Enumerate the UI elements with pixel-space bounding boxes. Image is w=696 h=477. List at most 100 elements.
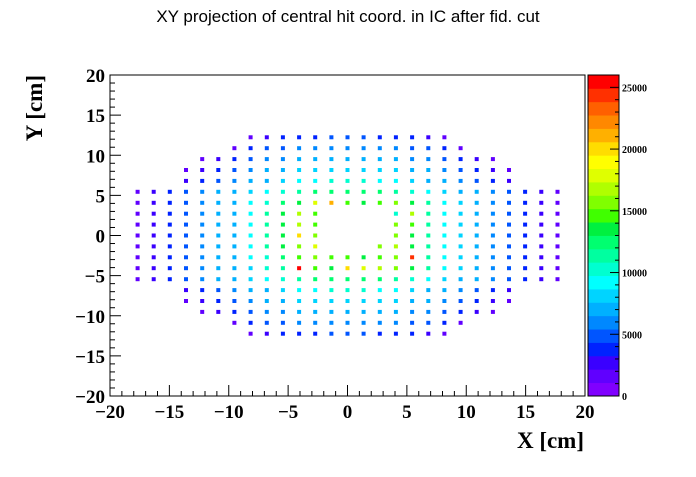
heatmap-cell xyxy=(442,244,447,249)
heatmap-cell xyxy=(442,222,447,227)
heatmap-cell xyxy=(232,146,237,151)
heatmap-cell xyxy=(474,277,479,282)
heatmap-cell xyxy=(216,157,221,162)
heatmap-cell xyxy=(216,266,221,271)
heatmap-cell xyxy=(555,277,560,282)
heatmap-cell xyxy=(264,200,269,205)
heatmap-cell xyxy=(361,178,366,183)
heatmap-cell xyxy=(426,244,431,249)
heatmap-cell xyxy=(393,211,398,216)
heatmap-cell xyxy=(313,299,318,303)
heatmap-cell xyxy=(232,211,237,216)
heatmap-cell xyxy=(393,222,398,227)
heatmap-cell xyxy=(458,266,463,271)
heatmap-cell xyxy=(264,266,269,271)
heatmap-cell xyxy=(264,331,269,336)
heatmap-cell xyxy=(361,168,366,172)
heatmap-cell xyxy=(539,200,544,205)
heatmap-cell xyxy=(200,189,205,194)
heatmap-cell xyxy=(345,288,350,293)
heatmap-cell xyxy=(232,200,237,205)
heatmap-cell xyxy=(523,189,528,194)
heatmap-cell xyxy=(555,189,560,194)
heatmap-cell xyxy=(490,277,495,282)
heatmap-cell xyxy=(361,320,366,325)
heatmap-cell xyxy=(184,266,188,271)
heatmap-cell xyxy=(329,299,334,303)
heatmap-cell xyxy=(297,320,302,325)
heatmap-cell xyxy=(329,178,334,183)
heatmap-cell xyxy=(555,233,560,238)
heatmap-cell xyxy=(361,255,366,260)
heatmap-cell xyxy=(490,266,495,271)
heatmap-cell xyxy=(313,266,318,271)
heatmap-cell xyxy=(377,189,382,194)
heatmap-cell xyxy=(151,222,156,227)
heatmap-cell xyxy=(539,244,544,249)
heatmap-cell xyxy=(345,299,350,303)
heatmap-cell xyxy=(523,277,528,282)
heatmap-cell xyxy=(458,233,463,238)
color-scale-bar: 0 5000 10000 15000 20000 25000 xyxy=(587,74,647,403)
heatmap-cell xyxy=(264,244,269,249)
heatmap-cell xyxy=(539,266,544,271)
heatmap-cell xyxy=(442,233,447,238)
heatmap-cells xyxy=(135,135,560,336)
heatmap-cell xyxy=(426,320,431,325)
heatmap-cell xyxy=(200,277,205,282)
heatmap-cell xyxy=(345,168,350,172)
heatmap-cell xyxy=(280,277,285,282)
heatmap-cell xyxy=(280,178,285,183)
heatmap-cell xyxy=(297,200,302,205)
heatmap-cell xyxy=(490,157,495,162)
heatmap-cell xyxy=(458,157,463,162)
heatmap-cell xyxy=(216,309,221,314)
x-tick-label: 15 xyxy=(516,402,535,423)
heatmap-cell xyxy=(232,222,237,227)
heatmap-cell xyxy=(458,277,463,282)
heatmap-cell xyxy=(410,320,415,325)
heatmap-cell xyxy=(297,244,302,249)
heatmap-cell xyxy=(555,211,560,216)
heatmap-cell xyxy=(361,157,366,162)
heatmap-cell xyxy=(264,233,269,238)
heatmap-cell xyxy=(426,331,431,336)
heatmap-cell xyxy=(248,146,253,151)
heatmap-cell xyxy=(313,178,318,183)
heatmap-cell xyxy=(361,135,366,140)
heatmap-cell xyxy=(313,189,318,194)
heatmap-cell xyxy=(377,244,382,249)
heatmap-cell xyxy=(377,331,382,336)
heatmap-cell xyxy=(426,200,431,205)
heatmap-cell xyxy=(232,299,237,303)
heatmap-cell xyxy=(135,233,140,238)
heatmap-cell xyxy=(167,244,172,249)
heatmap-cell xyxy=(135,255,140,260)
heatmap-cell xyxy=(490,200,495,205)
heatmap-cell xyxy=(248,299,253,303)
color-scale-band xyxy=(588,222,619,236)
heatmap-cell xyxy=(264,222,269,227)
heatmap-cell xyxy=(264,135,269,140)
heatmap-cell xyxy=(345,320,350,325)
heatmap-cell xyxy=(216,255,221,260)
heatmap-cell xyxy=(442,266,447,271)
heatmap-cell xyxy=(507,277,511,282)
heatmap-cell xyxy=(280,168,285,172)
heatmap-cell xyxy=(523,211,528,216)
heatmap-cell xyxy=(297,233,302,238)
heatmap-cell xyxy=(297,189,302,194)
heatmap-cell xyxy=(474,288,479,293)
heatmap-cell xyxy=(410,244,415,249)
heatmap-cell xyxy=(280,244,285,249)
heatmap-cell xyxy=(264,168,269,172)
x-axis: −20 −15 −10 −5 0 5 10 15 20 xyxy=(95,385,595,423)
color-scale-band xyxy=(588,155,619,170)
heatmap-cell xyxy=(313,157,318,162)
heatmap-cell xyxy=(410,211,415,216)
heatmap-cell xyxy=(297,146,302,151)
heatmap-cell xyxy=(490,244,495,249)
heatmap-cell xyxy=(232,277,237,282)
y-tick-label: −20 xyxy=(75,387,105,408)
heatmap-cell xyxy=(184,168,188,172)
